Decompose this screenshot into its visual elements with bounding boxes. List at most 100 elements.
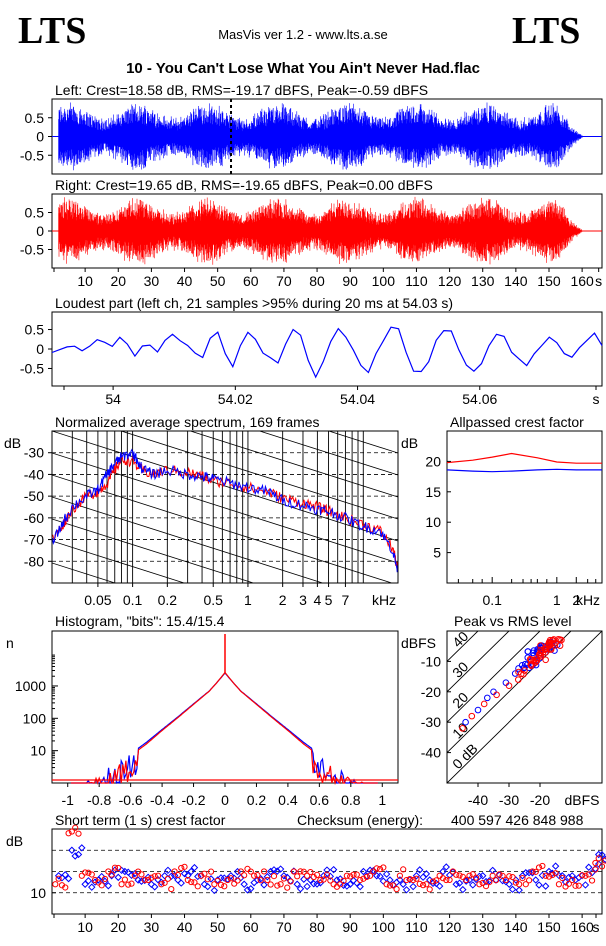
left-waveform-title: Left: Crest=18.58 dB, RMS=-19.17 dBFS, P… [55,82,429,98]
short-term-left-point [250,878,258,887]
spectrum-xtick-label: 0.05 [84,592,111,608]
short-term-left-point [260,881,268,889]
short-term-left-point [200,880,209,888]
short-term-right-point [456,872,463,879]
peak-rms-right-point [546,636,554,644]
checksum-label: Checksum (energy): [297,812,424,828]
short-term-right-point [459,873,466,881]
short-term-right-point [131,872,138,879]
short-term-left-point [167,872,175,880]
short-term-right-point [234,877,241,884]
short-term-right-point [78,872,85,879]
short-term-right-point [360,875,367,882]
crest-ytick-label: 10 [425,514,441,530]
short-term-right-point [191,879,198,886]
short-term-right-point [472,874,480,881]
short-term-title: Short term (1 s) crest factor [55,812,226,828]
short-term-right-point [595,855,602,862]
spectrum-slope [52,431,398,542]
short-term-left-point [190,863,199,872]
loudest-ytick-label: -0.5 [20,360,44,376]
short-term-right-point [327,877,334,884]
short-term-left-point [227,872,235,880]
short-term-right-point [572,882,579,889]
short-term-left-point [104,882,113,890]
short-term-right-point [181,863,188,870]
short-term-left-point [535,881,543,889]
short-term-right-point [565,880,572,887]
short-term-left-point [548,869,557,877]
short-term-right-point [115,864,122,872]
short-term-xtick-label: 140 [504,919,528,935]
spectrum-ylabel: dB [4,435,21,451]
short-term-left-point [452,880,460,888]
peak-rms-ytick-label: -10 [421,653,441,669]
short-term-left-point [406,876,414,884]
histogram-xtick-label: 0.6 [310,792,330,808]
short-term-left-point [204,882,212,891]
short-term-right-point [552,870,559,877]
short-term-right-point [105,868,112,875]
time-tick-label: 10 [77,273,93,289]
crest-ytick-label: 20 [425,453,441,469]
short-term-right-point [251,872,258,879]
short-term-right-point [499,872,506,879]
short-term-right-point [237,868,244,875]
short-term-left-point [247,885,255,893]
short-term-left-point [465,876,474,884]
short-term-left-point [356,882,364,891]
short-term-right-point [386,882,394,889]
short-term-right-point [224,876,231,884]
peak-rms-right-point [459,724,466,732]
short-term-right-point [297,868,304,875]
short-term-left-point [442,863,450,871]
short-term-xtick-label: 120 [438,919,462,935]
short-term-right-point [479,879,486,887]
short-term-right-point [376,865,384,873]
short-term-xtick-label: 50 [210,919,226,935]
left-waveform-ytick-label: -0.5 [20,147,44,163]
time-tick-label: s [595,273,602,289]
short-term-left-point [160,872,169,880]
short-term-right-point [512,879,519,886]
time-tick-label: 30 [144,273,160,289]
short-term-right-point [380,864,387,871]
logo-left: LTS [18,10,87,52]
time-tick-label: 110 [405,273,428,289]
peak-rms-right-point [527,656,535,664]
short-term-left-point [71,852,79,860]
spectrum-ytick-label: -50 [24,488,44,504]
short-term-right-point [304,872,311,879]
short-term-right-point [598,863,606,870]
short-term-right-point [320,876,327,883]
short-term-right-point [373,865,380,872]
short-term-left-point [266,867,275,876]
spectrum-ytick-label: -80 [24,553,44,569]
histogram-xtick-label: -0.4 [150,792,174,808]
peak-rms-left-point [518,661,526,669]
short-term-right-point [287,878,294,885]
right-waveform-title: Right: Crest=19.65 dB, RMS=-19.65 dBFS, … [55,177,433,193]
short-term-left-point [243,886,252,894]
short-term-right-point [569,876,576,884]
time-tick-label: 40 [177,273,193,289]
histogram-xtick-label: -0.8 [87,792,111,808]
spectrum-slope [189,431,398,498]
crest-frame [446,430,603,584]
time-tick-label: 150 [537,273,561,289]
short-term-left-point [532,876,540,884]
spectrum-xtick-label: 0.1 [123,592,143,608]
short-term-left-point [303,882,311,891]
short-term-left-point [184,871,192,880]
short-term-left-point [64,874,73,883]
checksum-value: 400 597 426 848 988 [451,812,584,828]
peak-rms-left-point [530,647,538,654]
short-term-left-point [343,882,351,890]
short-term-right-point [449,868,457,875]
short-term-right-point [592,859,599,867]
right-waveform-ytick-label: 0 [36,223,44,239]
short-term-left-point [479,872,487,880]
short-term-left-point [293,880,301,888]
short-term-right-point [439,875,447,882]
